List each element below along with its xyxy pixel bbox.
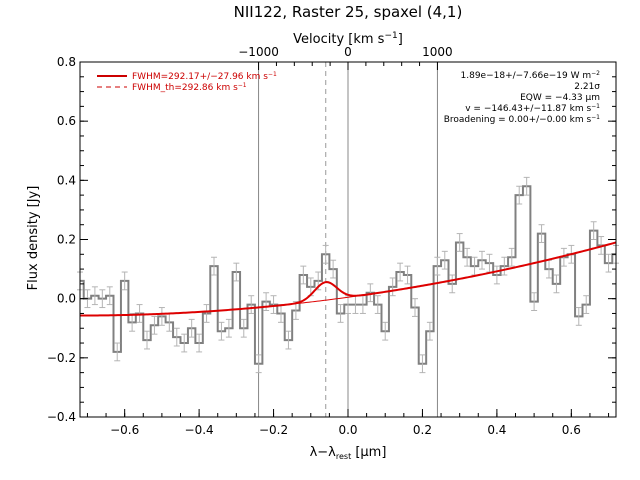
x-axis-label: λ−λrest [μm] — [310, 445, 387, 461]
error-bar — [531, 292, 538, 311]
top-tick-label: −1000 — [238, 45, 279, 59]
error-bar — [426, 321, 433, 341]
error-bar — [367, 283, 374, 303]
y-tick-label: −0.2 — [47, 351, 76, 365]
error-bar — [560, 247, 567, 267]
error-bar — [248, 295, 255, 314]
legend-entry-fwhm: FWHM=292.17+/−27.96 km s−1 — [132, 71, 277, 82]
info-sigma: 2.21σ — [574, 82, 600, 92]
top-tick-label: 0 — [344, 45, 352, 59]
x-tick-label: 0.2 — [413, 423, 432, 437]
error-bar — [233, 262, 240, 282]
error-bar — [330, 259, 337, 279]
error-bar — [493, 265, 500, 285]
error-bar — [114, 342, 121, 362]
x-tick-label: −0.2 — [259, 423, 288, 437]
y-tick-label: −0.4 — [47, 410, 76, 424]
top-axis-label-sup: −1 — [384, 31, 397, 41]
error-bar — [129, 312, 136, 332]
error-bar — [99, 289, 106, 309]
error-bar — [181, 333, 188, 353]
top-axis-label-main: Velocity [km s — [293, 32, 385, 47]
error-bar — [575, 307, 582, 326]
error-bar — [240, 318, 247, 338]
error-bar — [590, 221, 597, 240]
error-bar — [397, 262, 404, 282]
spectrum-step-line — [80, 185, 616, 365]
x-axis-label-unit: [μm] — [351, 445, 386, 460]
error-bar — [449, 274, 456, 294]
plot-area — [77, 62, 619, 417]
y-tick-label: 0.8 — [57, 55, 76, 69]
error-bar — [270, 295, 277, 314]
error-bar — [374, 295, 381, 314]
info-flux: 1.89e−18+/−7.66e−19 W m−2 — [461, 70, 601, 81]
error-bar — [158, 307, 165, 326]
error-bar — [419, 354, 426, 374]
error-bar — [218, 321, 225, 341]
y-tick-label: 0.6 — [57, 114, 76, 128]
top-axis-label-end: ] — [398, 32, 403, 47]
top-tick-label: 1000 — [422, 45, 453, 59]
error-bar — [300, 265, 307, 285]
error-bar — [464, 247, 471, 267]
error-bar — [538, 224, 545, 243]
fit-info: 1.89e−18+/−7.66e−19 W m−2 2.21σ EQW = −4… — [444, 70, 601, 125]
error-bar — [441, 250, 448, 270]
error-bar — [91, 286, 98, 306]
error-bar — [136, 304, 143, 323]
error-bar — [605, 253, 612, 273]
x-tick-label: 0.6 — [562, 423, 581, 437]
error-bar — [225, 318, 232, 338]
error-bar — [479, 250, 485, 270]
error-bar — [196, 333, 203, 353]
error-bar — [382, 321, 389, 341]
error-bar — [255, 354, 262, 374]
error-bar — [285, 330, 292, 350]
y-tick-label: 0.0 — [57, 292, 76, 306]
info-broadening: Broadening = 0.00+/−0.00 km s−1 — [444, 114, 600, 125]
error-bar — [322, 244, 329, 264]
x-tick-label: 0.0 — [338, 423, 357, 437]
error-bar — [508, 247, 515, 267]
error-bar — [188, 318, 195, 338]
legend: FWHM=292.17+/−27.96 km s−1 FWHM_th=292.8… — [97, 71, 277, 93]
error-bar — [144, 330, 150, 350]
info-eqw: EQW = −4.33 μm — [520, 93, 600, 103]
error-bar — [121, 271, 128, 291]
error-bar — [173, 327, 180, 347]
error-bar — [516, 185, 523, 205]
error-bar — [389, 277, 396, 297]
chart-title: NII122, Raster 25, spaxel (4,1) — [234, 3, 463, 21]
y-axis-label: Flux density [Jy] — [26, 186, 41, 291]
error-bar — [501, 256, 508, 276]
legend-entry-fwhm-th: FWHM_th=292.86 km s−1 — [132, 82, 247, 93]
gaussian-fit-line — [80, 241, 617, 317]
info-velocity: v = −146.43+/−11.87 km s−1 — [465, 103, 600, 114]
error-bar — [583, 295, 590, 314]
error-bar — [151, 315, 158, 335]
error-bar — [456, 233, 463, 252]
x-axis-label-sub: rest — [336, 452, 351, 461]
error-bar — [412, 298, 418, 317]
error-bar — [337, 304, 344, 323]
x-axis-label-main: λ−λ — [310, 445, 337, 460]
y-tick-label: 0.4 — [57, 173, 76, 187]
y-tick-label: 0.2 — [57, 233, 76, 247]
error-bar — [523, 176, 530, 196]
error-bar — [404, 265, 411, 285]
x-tick-label: −0.6 — [110, 423, 139, 437]
x-tick-label: 0.4 — [487, 423, 506, 437]
axes: −0.6 −0.4 −0.2 0.0 0.2 0.4 0.6 −0.4 −0.2 0.0 0.2 0.… — [47, 45, 617, 437]
error-bar — [553, 274, 560, 294]
x-tick-label: −0.4 — [185, 423, 214, 437]
top-axis-label: Velocity [km s−1] — [293, 31, 403, 47]
error-bar — [211, 256, 217, 276]
error-bar — [434, 256, 441, 276]
error-bar — [106, 286, 113, 306]
error-bar — [203, 304, 210, 323]
error-bar — [598, 236, 605, 255]
